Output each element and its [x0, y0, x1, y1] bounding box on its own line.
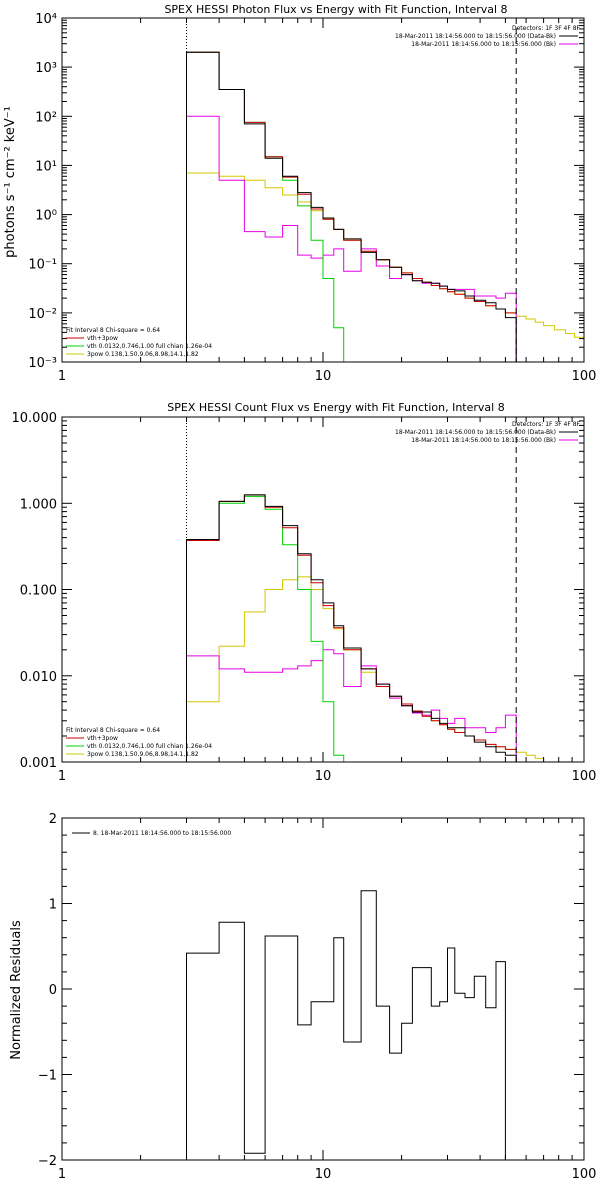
- count-flux-legend-total: vth+3pow: [87, 735, 118, 742]
- residuals-legend: 8. 18-Mar-2011 18:14:56.000 to 18:15:56.…: [72, 830, 231, 837]
- residuals-y-tick-label: −1: [38, 1069, 57, 1084]
- residuals-ylabel: Normalized Residuals: [9, 920, 24, 1060]
- photon-flux-y-tick-label: 10⁻¹: [28, 258, 57, 273]
- photon-flux-x-tick-label: 100: [572, 369, 597, 384]
- count-flux-legend-pow: 3pow 0.138,1.50,9.06,8.98,14.1,1.82: [87, 751, 199, 758]
- photon-flux-legend-right: Detectors: 1F 3F 4F 8F 18-Mar-2011 18:14…: [395, 25, 581, 48]
- residuals-y-tick-label: −2: [38, 1154, 57, 1169]
- residuals-series: [186, 890, 517, 1161]
- photon-flux-y-tick-label: 10⁴: [35, 12, 57, 27]
- photon-flux-title: SPEX HESSI Photon Flux vs Energy with Fi…: [164, 3, 507, 16]
- photon-flux-fit-header: Fit Interval 8 Chi-square = 0.64: [66, 327, 160, 334]
- photon-flux-legend-bk: 18-Mar-2011 18:14:56.000 to 18:15:56.000…: [411, 41, 556, 48]
- photon-flux-x-tick-label: 1: [58, 369, 66, 384]
- photon-flux-x-tick-label: 10: [315, 369, 332, 384]
- photon-flux-y-tick-label: 10⁻²: [28, 307, 57, 322]
- count-flux-legend-left: Fit Interval 8 Chi-square = 0.64 vth+3po…: [66, 727, 212, 758]
- count-flux-fit-header: Fit Interval 8 Chi-square = 0.64: [66, 727, 160, 734]
- residuals-y-tick-label: 0: [49, 983, 57, 998]
- photon-flux-y-tick-label: 10²: [35, 110, 57, 125]
- residuals-axes: 1 10 100 −2 −1 0 1 2: [38, 812, 597, 1182]
- count-flux-x-tick-label: 1: [58, 769, 66, 784]
- count-flux-panel: SPEX HESSI Count Flux vs Energy with Fit…: [12, 401, 597, 784]
- photon-flux-axes: 1 10 100 10⁻³ 10⁻² 10⁻¹ 10⁰ 10¹ 10² 10³ 10⁴: [28, 12, 596, 384]
- photon-flux-y-tick-label: 10⁻³: [28, 356, 57, 371]
- residuals-y-tick-label: 2: [49, 812, 57, 827]
- residuals-x-tick-label: 1: [58, 1167, 66, 1182]
- count-flux-legend-right: Detectors: 1F 3F 4F 8F 18-Mar-2011 18:14…: [395, 421, 581, 444]
- photon-flux-y-tick-label: 10³: [35, 61, 57, 76]
- photon-flux-data-series: [186, 51, 517, 362]
- residuals-data-series: [186, 890, 517, 1161]
- count-flux-background-series: [186, 649, 517, 762]
- photon-flux-background-series: [186, 115, 517, 362]
- count-flux-legend-thermal: vth 0.0132,0.746,1.00 full chian 1.26e-0…: [87, 743, 212, 750]
- count-flux-data-series: [186, 494, 517, 762]
- photon-flux-y-tick-label: 10¹: [35, 159, 57, 174]
- photon-flux-y-tick-label: 10⁰: [35, 209, 57, 224]
- residuals-panel: 1 10 100 −2 −1 0 1 2 Normalized Residuals 8. 18…: [9, 812, 596, 1182]
- count-flux-y-tick-label: 0.100: [20, 584, 57, 599]
- count-flux-x-tick-label: 100: [572, 769, 597, 784]
- count-flux-y-tick-label: 0.001: [20, 756, 57, 771]
- residuals-x-tick-label: 100: [572, 1167, 597, 1182]
- photon-flux-legend-data: 18-Mar-2011 18:14:56.000 to 18:15:56.000…: [395, 33, 556, 40]
- count-flux-y-tick-label: 1.000: [20, 497, 57, 512]
- photon-flux-panel: SPEX HESSI Photon Flux vs Energy with Fi…: [3, 3, 596, 384]
- photon-flux-ylabel: photons s⁻¹ cm⁻² keV⁻¹: [3, 106, 18, 258]
- photon-flux-legend-pow: 3pow 0.138,1.50,9.06,8.98,14.1,1.82: [87, 351, 199, 358]
- count-flux-legend-bk: 18-Mar-2011 18:14:56.000 to 18:15:56.000…: [411, 437, 556, 444]
- residuals-y-tick-label: 1: [49, 898, 57, 913]
- photon-flux-legend-total: vth+3pow: [87, 335, 118, 342]
- count-flux-series: [186, 417, 566, 763]
- count-flux-axes: 1 10 100 0.001 0.010 0.100 1.000 10.000: [12, 411, 597, 784]
- count-flux-detectors: Detectors: 1F 3F 4F 8F: [512, 421, 581, 428]
- count-flux-x-tick-label: 10: [315, 769, 332, 784]
- count-flux-y-tick-label: 10.000: [12, 411, 58, 426]
- photon-flux-legend-left: Fit Interval 8 Chi-square = 0.64 vth+3po…: [66, 327, 212, 358]
- residuals-x-tick-label: 10: [315, 1167, 332, 1182]
- count-flux-legend-data: 18-Mar-2011 18:14:56.000 to 18:15:56.000…: [395, 429, 556, 436]
- photon-flux-detectors: Detectors: 1F 3F 4F 8F: [512, 25, 581, 32]
- photon-flux-series: [186, 18, 584, 363]
- residuals-legend-label: 8. 18-Mar-2011 18:14:56.000 to 18:15:56.…: [93, 830, 231, 837]
- photon-flux-legend-thermal: vth 0.0132,0.746,1.00 full chian 1.26e-0…: [87, 343, 212, 350]
- count-flux-title: SPEX HESSI Count Flux vs Energy with Fit…: [167, 401, 504, 414]
- count-flux-y-tick-label: 0.010: [20, 670, 57, 685]
